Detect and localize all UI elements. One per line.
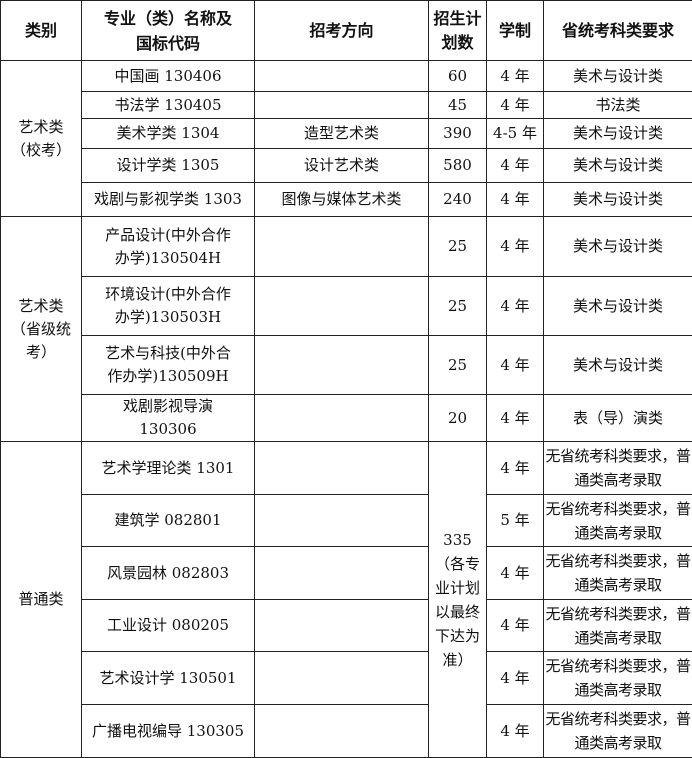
requirement-cell: 美术与设计类 [544,183,692,217]
major-cell: 广播电视编导 130305 [82,705,255,758]
major-cell: 艺术与科技(中外合作办学)130509H [82,336,255,395]
major-cell: 戏剧影视导演 130306 [82,395,255,442]
requirement-cell: 美术与设计类 [544,119,692,149]
table-row: 风景园林 082803 4 年无省统考科类要求，普通类高考录取 [1,547,692,600]
years-cell: 4 年 [487,336,544,395]
years-cell: 4 年 [487,600,544,652]
requirement-cell: 无省统考科类要求，普通类高考录取 [544,652,692,705]
header-direction: 招考方向 [255,1,429,61]
requirement-cell: 无省统考科类要求，普通类高考录取 [544,442,692,495]
plan-cell: 45 [429,92,487,119]
major-cell: 书法学 130405 [82,92,255,119]
requirement-cell: 无省统考科类要求，普通类高考录取 [544,705,692,758]
plan-cell: 25 [429,336,487,395]
years-cell: 4-5 年 [487,119,544,149]
major-cell: 风景园林 082803 [82,547,255,600]
direction-cell: 设计艺术类 [255,149,429,183]
plan-cell: 20 [429,395,487,442]
requirement-cell: 无省统考科类要求，普通类高考录取 [544,547,692,600]
years-cell: 4 年 [487,652,544,705]
major-cell: 设计学类 1305 [82,149,255,183]
years-cell: 4 年 [487,149,544,183]
category-cell: 艺术类（省级统考） [1,217,82,442]
direction-cell [255,217,429,277]
plan-cell: 25 [429,277,487,336]
plan-cell: 580 [429,149,487,183]
years-cell: 4 年 [487,92,544,119]
years-cell: 4 年 [487,183,544,217]
requirement-cell: 书法类 [544,92,692,119]
direction-cell [255,705,429,758]
major-cell: 中国画 130406 [82,61,255,92]
direction-cell: 造型艺术类 [255,119,429,149]
major-cell: 建筑学 082801 [82,495,255,547]
header-major: 专业（类）名称及国标代码 [82,1,255,61]
major-cell: 美术学类 1304 [82,119,255,149]
plan-cell: 240 [429,183,487,217]
direction-cell [255,336,429,395]
direction-cell [255,92,429,119]
table-row: 艺术设计学 130501 4 年无省统考科类要求，普通类高考录取 [1,652,692,705]
requirement-cell: 美术与设计类 [544,277,692,336]
header-plan: 招生计划数 [429,1,487,61]
header-category: 类别 [1,1,82,61]
years-cell: 5 年 [487,495,544,547]
requirement-cell: 美术与设计类 [544,61,692,92]
direction-cell [255,61,429,92]
shared-plan-cell: 335（各专业计划以最终下达为准） [429,442,487,758]
requirement-cell: 美术与设计类 [544,217,692,277]
years-cell: 4 年 [487,547,544,600]
header-years: 学制 [487,1,544,61]
category-cell: 普通类 [1,442,82,758]
requirement-cell: 无省统考科类要求，普通类高考录取 [544,495,692,547]
table-row: 建筑学 082801 5 年无省统考科类要求，普通类高考录取 [1,495,692,547]
major-cell: 戏剧与影视学类 1303 [82,183,255,217]
major-cell: 工业设计 080205 [82,600,255,652]
years-cell: 4 年 [487,395,544,442]
direction-cell [255,395,429,442]
direction-cell [255,652,429,705]
header-requirement: 省统考科类要求 [544,1,692,61]
direction-cell [255,547,429,600]
header-row: 类别 专业（类）名称及国标代码 招考方向 招生计划数 学制 省统考科类要求 [1,1,692,61]
requirement-cell: 无省统考科类要求，普通类高考录取 [544,600,692,652]
requirement-cell: 表（导）演类 [544,395,692,442]
years-cell: 4 年 [487,61,544,92]
years-cell: 4 年 [487,442,544,495]
direction-cell [255,442,429,495]
plan-cell: 60 [429,61,487,92]
table-row: 广播电视编导 130305 4 年无省统考科类要求，普通类高考录取 [1,705,692,758]
major-cell: 艺术学理论类 1301 [82,442,255,495]
category-cell: 艺术类（校考） [1,61,82,217]
direction-cell [255,277,429,336]
plan-cell: 25 [429,217,487,277]
years-cell: 4 年 [487,217,544,277]
years-cell: 4 年 [487,277,544,336]
years-cell: 4 年 [487,705,544,758]
direction-cell: 图像与媒体艺术类 [255,183,429,217]
direction-cell [255,600,429,652]
direction-cell [255,495,429,547]
major-cell: 艺术设计学 130501 [82,652,255,705]
major-cell: 环境设计(中外合作办学)130503H [82,277,255,336]
table-row: 工业设计 080205 4 年无省统考科类要求，普通类高考录取 [1,600,692,652]
requirement-cell: 美术与设计类 [544,336,692,395]
major-cell: 产品设计(中外合作办学)130504H [82,217,255,277]
plan-cell: 390 [429,119,487,149]
requirement-cell: 美术与设计类 [544,149,692,183]
